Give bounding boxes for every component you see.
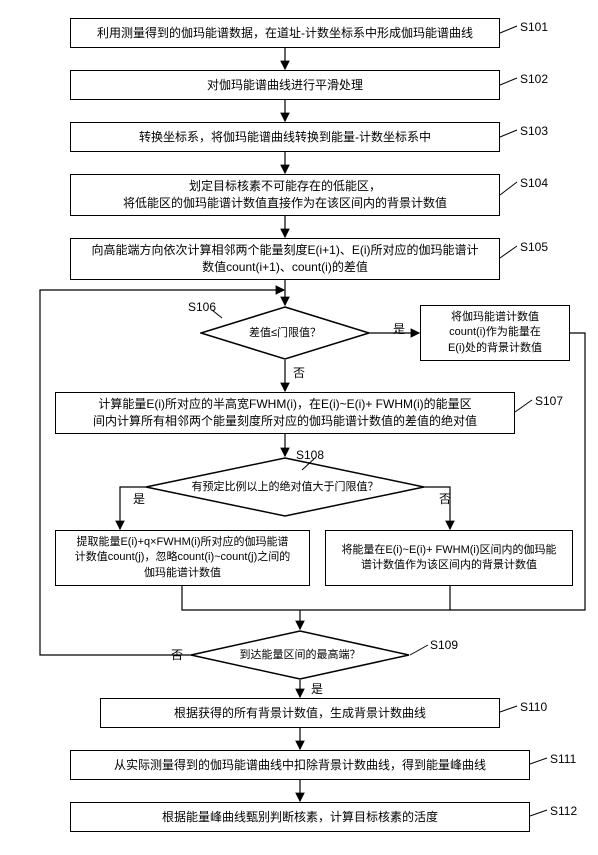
step-id-s110: S110 [520, 700, 547, 714]
decision-text: 差值≤门限值？ [249, 326, 321, 340]
decision-text: 有预定比例以上的绝对值大于门限值？ [192, 480, 379, 494]
step-box-s107: 计算能量E(i)所对应的半高宽FWHM(i)，在E(i)~E(i)+ FWHM(… [55, 392, 515, 434]
step-box-s112: 根据能量峰曲线甄别判断核素，计算目标核素的活度 [70, 802, 530, 832]
step-text: 提取能量E(i)+q×FWHM(i)所对应的伽玛能谱 计数值count(j)，忽… [75, 535, 290, 581]
step-box-s106-yes: 将伽玛能谱计数值 count(i)作为能量在 E(i)处的背景计数值 [420, 305, 570, 361]
step-id-s106: S106 [188, 300, 216, 314]
step-id-s108: S108 [296, 448, 324, 462]
step-text: 将能量在E(i)~E(i)+ FWHM(i)区间内的伽玛能 谱计数值作为该区间内… [341, 543, 556, 574]
step-id-s101: S101 [520, 20, 548, 34]
step-id-s111: S111 [550, 752, 576, 766]
step-box-s102: 对伽玛能谱曲线进行平滑处理 [70, 70, 500, 100]
decision-s108: 有预定比例以上的绝对值大于门限值？ [145, 457, 425, 517]
step-id-s109: S109 [430, 638, 458, 652]
branch-label-s108-yes: 是 [132, 490, 146, 507]
step-box-s101: 利用测量得到的伽玛能谱数据，在道址-计数坐标系中形成伽玛能谱曲线 [70, 18, 500, 48]
step-box-s108-no: 将能量在E(i)~E(i)+ FWHM(i)区间内的伽玛能 谱计数值作为该区间内… [325, 530, 573, 586]
step-id-s105: S105 [520, 240, 548, 254]
decision-s109: 到达能量区间的最高端？ [190, 630, 410, 680]
branch-label-s109-yes: 是 [310, 680, 324, 697]
decision-text: 到达能量区间的最高端？ [240, 648, 361, 662]
step-text: 将伽玛能谱计数值 count(i)作为能量在 E(i)处的背景计数值 [448, 310, 542, 356]
step-text: 划定目标核素不可能存在的低能区， 将低能区的伽玛能谱计数值直接作为在该区间内的背… [123, 178, 447, 212]
step-id-s104: S104 [520, 176, 548, 190]
branch-label-s106-yes: 是 [392, 320, 406, 337]
step-id-s103: S103 [520, 124, 548, 138]
step-text: 向高能端方向依次计算相邻两个能量刻度E(i+1)、E(i)所对应的伽玛能谱计 数… [91, 242, 478, 276]
step-id-s107: S107 [535, 394, 563, 408]
step-text: 对伽玛能谱曲线进行平滑处理 [207, 77, 363, 94]
step-box-s104: 划定目标核素不可能存在的低能区， 将低能区的伽玛能谱计数值直接作为在该区间内的背… [70, 174, 500, 216]
step-text: 利用测量得到的伽玛能谱数据，在道址-计数坐标系中形成伽玛能谱曲线 [97, 25, 473, 42]
step-text: 根据能量峰曲线甄别判断核素，计算目标核素的活度 [162, 809, 438, 826]
step-text: 转换坐标系，将伽玛能谱曲线转换到能量-计数坐标系中 [139, 129, 431, 146]
step-text: 计算能量E(i)所对应的半高宽FWHM(i)，在E(i)~E(i)+ FWHM(… [93, 396, 477, 430]
step-box-s103: 转换坐标系，将伽玛能谱曲线转换到能量-计数坐标系中 [70, 122, 500, 152]
branch-label-s109-no: 否 [170, 646, 184, 663]
step-box-s110: 根据获得的所有背景计数值，生成背景计数曲线 [100, 698, 500, 728]
decision-s106: 差值≤门限值？ [200, 306, 370, 360]
step-text: 根据获得的所有背景计数值，生成背景计数曲线 [174, 705, 426, 722]
step-box-s111: 从实际测量得到的伽玛能谱曲线中扣除背景计数曲线，得到能量峰曲线 [70, 750, 530, 780]
branch-label-s108-no: 否 [438, 490, 452, 507]
step-box-s108-yes: 提取能量E(i)+q×FWHM(i)所对应的伽玛能谱 计数值count(j)，忽… [55, 530, 310, 586]
step-text: 从实际测量得到的伽玛能谱曲线中扣除背景计数曲线，得到能量峰曲线 [114, 757, 486, 774]
step-id-s102: S102 [520, 72, 548, 86]
step-id-s112: S112 [550, 804, 577, 818]
branch-label-s106-no: 否 [292, 364, 306, 381]
step-box-s105: 向高能端方向依次计算相邻两个能量刻度E(i+1)、E(i)所对应的伽玛能谱计 数… [70, 238, 500, 280]
